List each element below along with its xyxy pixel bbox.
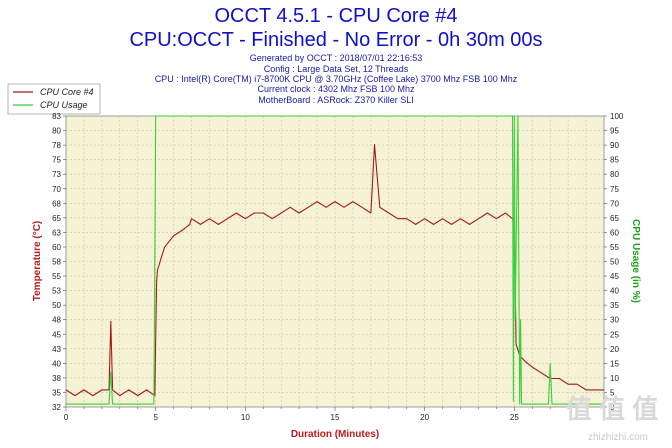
- y2-tick-label: 30: [610, 316, 619, 325]
- y-axis-right: 0 5 10 15 20 25 30 35 40 45 50 55 60 65 70 75 80 85 90 95 10…: [604, 112, 624, 412]
- series-layer: [65, 115, 604, 405]
- y2-tick-label: 35: [610, 301, 619, 310]
- y-tick-label: 32: [52, 403, 61, 412]
- y-tick-label: 43: [52, 345, 61, 354]
- y2-tick-label: 40: [610, 287, 619, 296]
- y2-tick-label: 45: [610, 272, 619, 281]
- y-tick-label: 55: [52, 272, 61, 281]
- legend: CPU Core #4 CPU Usage: [7, 83, 101, 115]
- y2-tick-label: 80: [610, 170, 619, 179]
- y-tick-label: 75: [52, 156, 61, 165]
- y2-tick-label: 5: [610, 388, 615, 397]
- info-generated: Generated by OCCT : 2018/07/01 22:16:53: [250, 53, 422, 63]
- y2-tick-label: 70: [610, 199, 619, 208]
- y2-tick-label: 55: [610, 243, 619, 252]
- y2-tick-label: 0: [610, 403, 615, 412]
- y-tick-label: 53: [52, 287, 61, 296]
- y2-tick-label: 100: [610, 112, 624, 121]
- y-tick-label: 70: [52, 185, 61, 194]
- y-axis-label: Temperature (°C): [32, 221, 43, 302]
- y-tick-label: 80: [52, 127, 61, 136]
- chart-title: OCCT 4.5.1 - CPU Core #4: [214, 5, 457, 27]
- y2-tick-label: 95: [610, 127, 619, 136]
- legend-label-temp: CPU Core #4: [40, 87, 94, 97]
- y-axis-left: 32 35 38 40 43 45 48 50 53 55 58 60 63 65 68 70 73 75 78 80…: [52, 112, 66, 412]
- chart-subtitle: CPU:OCCT - Finished - No Error - 0h 30m …: [129, 29, 542, 51]
- y2-tick-label: 90: [610, 141, 619, 150]
- x-tick-label: 10: [241, 413, 250, 422]
- y-tick-label: 50: [52, 301, 61, 310]
- watermark-text: zhizhizhi.com: [588, 432, 648, 443]
- series-line-cpu-usage: [66, 115, 604, 405]
- y2-tick-label: 25: [610, 330, 619, 339]
- y-tick-label: 45: [52, 330, 61, 339]
- info-config: Config : Large Data Set, 12 Threads: [264, 64, 409, 74]
- watermark-logo: 值 值 值: [566, 394, 658, 424]
- y-tick-label: 38: [52, 374, 61, 383]
- x-axis-label: Duration (Minutes): [291, 429, 379, 440]
- y-tick-label: 68: [52, 199, 61, 208]
- y-tick-label: 63: [52, 228, 61, 237]
- y-tick-label: 60: [52, 243, 61, 252]
- legend-box: [7, 83, 101, 115]
- x-tick-label: 5: [153, 413, 158, 422]
- info-cpu: CPU : Intel(R) Core(TM) i7-8700K CPU @ 3…: [155, 74, 518, 84]
- y2-tick-label: 85: [610, 156, 619, 165]
- y2-tick-label: 60: [610, 228, 619, 237]
- x-tick-label: 25: [510, 413, 519, 422]
- x-axis: 0 5 10 15 20 25: [64, 407, 605, 422]
- y-tick-label: 58: [52, 258, 61, 267]
- x-tick-label: 15: [331, 413, 340, 422]
- x-tick-label: 0: [64, 413, 69, 422]
- y-tick-label: 35: [52, 388, 61, 397]
- y2-tick-label: 15: [610, 359, 619, 368]
- y2-tick-label: 65: [610, 214, 619, 223]
- y-tick-label: 65: [52, 214, 61, 223]
- grid: [66, 116, 604, 407]
- info-clock: Current clock : 4302 Mhz FSB 100 Mhz: [257, 84, 415, 94]
- y-tick-label: 73: [52, 170, 61, 179]
- y2-tick-label: 10: [610, 374, 619, 383]
- y2-tick-label: 20: [610, 345, 619, 354]
- y-tick-label: 48: [52, 316, 61, 325]
- y-tick-label: 83: [52, 112, 61, 121]
- y2-axis-label: CPU Usage (in %): [630, 219, 641, 303]
- x-tick-label: 20: [420, 413, 429, 422]
- y-tick-label: 78: [52, 141, 61, 150]
- y-tick-label: 40: [52, 359, 61, 368]
- y2-tick-label: 75: [610, 185, 619, 194]
- info-motherboard: MotherBoard : ASRock: Z370 Killer SLI: [258, 95, 414, 105]
- y2-tick-label: 50: [610, 258, 619, 267]
- legend-label-usage: CPU Usage: [40, 100, 88, 110]
